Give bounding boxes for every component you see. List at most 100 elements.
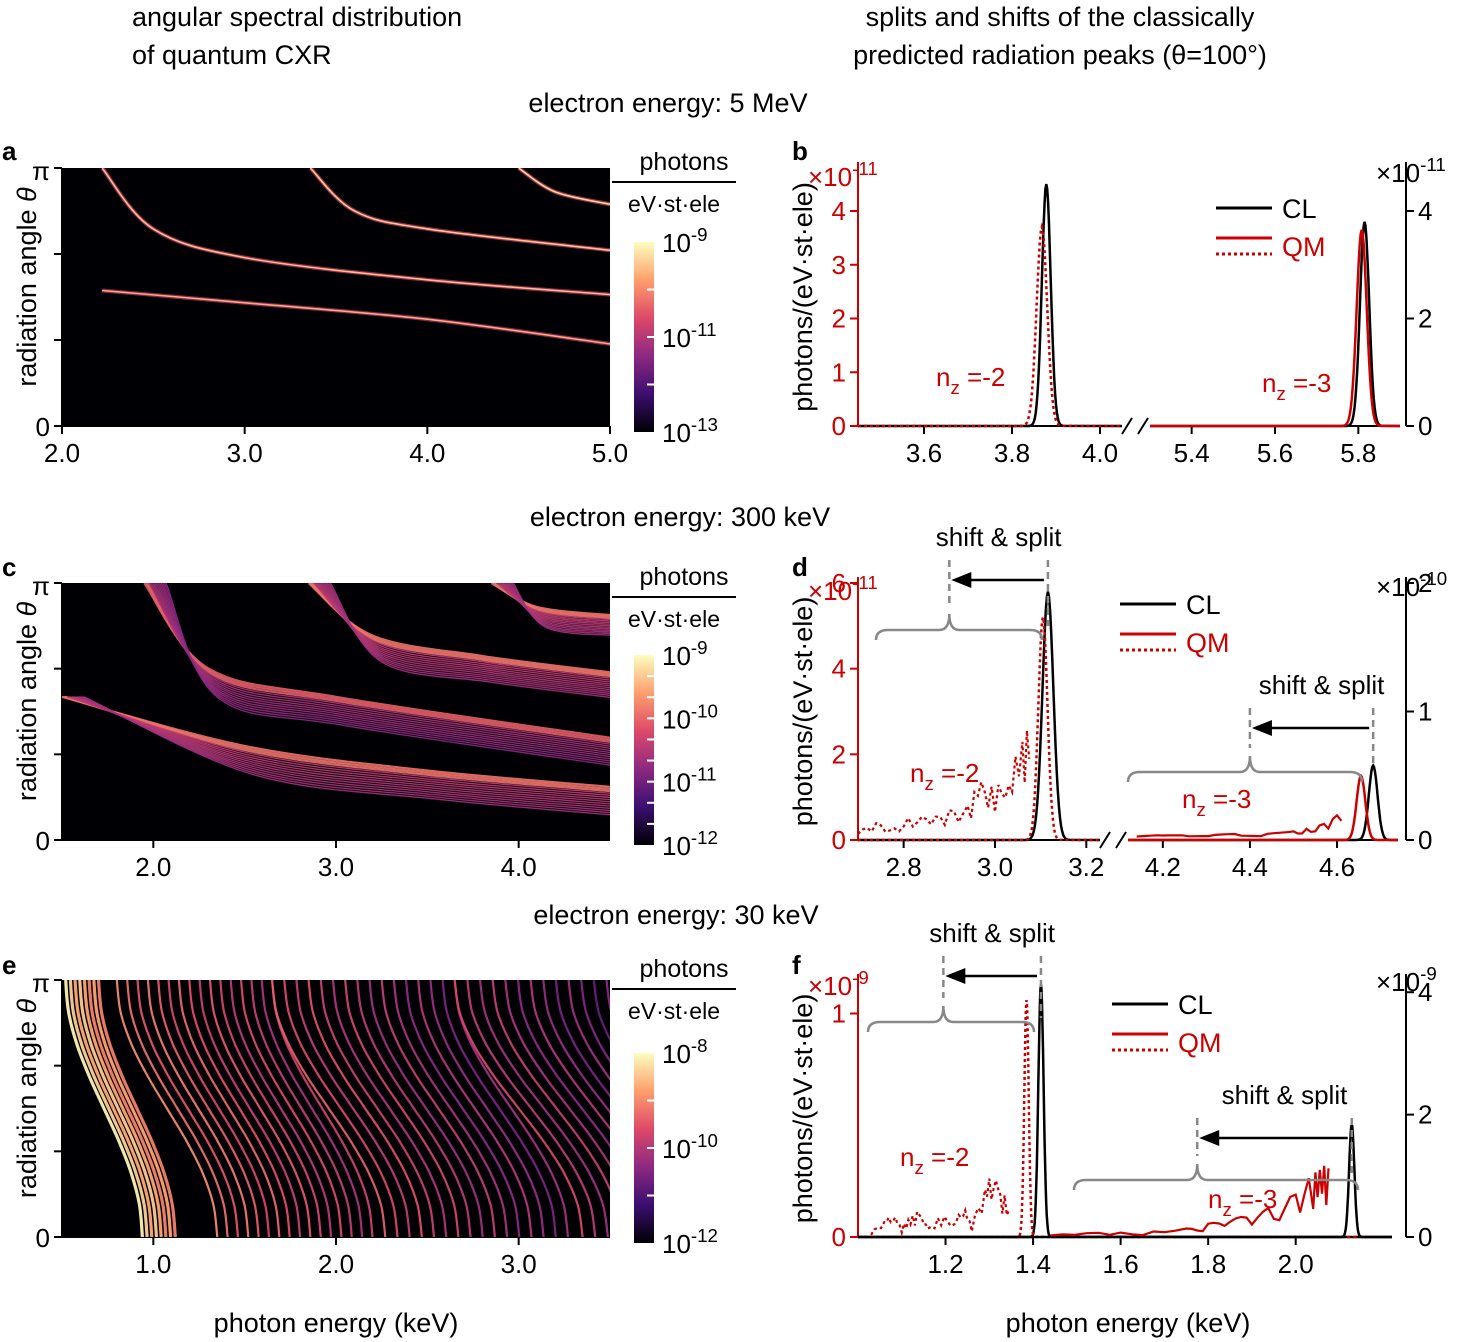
x-tick-label: 3.6 [906,438,942,468]
heatmap-family-line [344,980,460,1237]
colorbar-unit: eV·st·ele [628,998,720,1024]
y-axis-label: photons/(eV·st·ele) [788,597,818,827]
heatmap-family-line [319,980,436,1237]
nz-label: nz =-2 [900,1142,969,1178]
left-y-tick-label: 0 [832,411,846,441]
left-y-tick-label: 2 [832,739,846,769]
qm-noise [857,730,1031,835]
nz-label: nz =-2 [936,362,1005,398]
panel-letter-c: c [2,552,16,582]
x-tick-label: 5.6 [1257,438,1293,468]
heatmap-band-line [329,583,610,699]
right-y-tick-label: 1 [1418,697,1432,727]
heatmap-band-line [165,583,610,766]
left-y-tick-label: 1 [832,999,846,1029]
x-tick-label: 3.0 [318,852,354,882]
legend-cl-label: CL [1186,590,1221,620]
heatmap-a-curves [100,168,610,346]
heatmap-family-line [82,980,163,1237]
heatmap-family-line [554,980,610,1098]
heatmap-family-line [504,980,610,1168]
left-y-tick-label: 3 [832,250,846,280]
right-axis-multiplier: ×10-9 [1376,963,1437,997]
heatmap-family-line [73,980,154,1237]
peak-cl [1128,763,1398,842]
colorbar-tick-label: 10-10 [662,700,718,734]
legend-cl-label: CL [1178,990,1213,1020]
heatmap-c-curves [62,583,610,816]
heatmap-band-line [510,583,610,635]
panel-letter-d: d [792,552,808,582]
x-tick-label: 5.0 [592,438,628,468]
right-y-tick-label: 2 [1418,568,1432,598]
heatmap-family-line [208,980,312,1237]
y-tick-label: 0 [36,826,50,856]
shift-brace [1072,1163,1360,1191]
nz-label: nz =-3 [1182,784,1251,820]
right-y-tick-label: 4 [1418,977,1432,1007]
x-tick-label: 1.8 [1190,1249,1226,1279]
colorbar-tick-label: 10-8 [662,1035,708,1069]
right-y-tick-label: 0 [1418,411,1432,441]
nz-label: nz =-3 [1262,368,1331,404]
heatmap-family-line [567,980,610,1082]
colorbar-title: photons [640,563,729,591]
left-header-line-2: of quantum CXR [132,40,332,70]
heatmap-family-line [331,980,448,1237]
qm-noise [1136,813,1343,838]
heatmap-family-line [188,980,291,1237]
heatmap-family-line [136,980,240,1237]
left-y-tick-label: 6 [832,568,846,598]
x-tick-label: 1.0 [135,1249,171,1279]
heatmap-family-line [126,980,229,1237]
right-header-line-1: splits and shifts of the classically [866,2,1255,32]
left-axis-multiplier: ×10-11 [808,158,878,192]
heatmap-band-line [505,583,610,630]
x-tick-label: 4.2 [1145,852,1181,882]
heatmap-family-line [356,980,472,1237]
heatmap-family-line [64,980,144,1237]
left-y-tick-label: 2 [832,304,846,334]
heatmap-family-line [392,980,509,1237]
x-tick-label: 3.0 [227,438,263,468]
colorbar-tick-label: 10-11 [662,764,717,798]
row1-title: electron energy: 5 MeV [528,88,807,118]
heatmap-family-line [115,980,219,1237]
panel-letter-f: f [792,950,801,980]
legend-qm-label: QM [1178,1028,1222,1058]
axis-break-mark [1099,831,1111,849]
left-axis-multiplier: ×10-9 [808,967,869,1001]
heatmap-a-background [62,168,610,426]
x-tick-label: 2.0 [318,1249,354,1279]
panel-letter-e: e [2,950,16,980]
panel-letter-a: a [2,136,17,166]
shift-brace [1126,755,1364,783]
heatmap-family-line [167,980,271,1237]
heatmap-family-line [580,980,610,1063]
y-axis-label: radiation angle θ [12,602,42,802]
legend-cl-label: CL [1282,194,1317,224]
heatmap-band-line [509,583,610,633]
heatmap-band-line [497,583,610,622]
left-header-line-1: angular spectral distribution [132,2,462,32]
peak-qm-dotted [858,999,1393,1239]
x-tick-label: 4.6 [1319,852,1355,882]
x-tick-label: 4.0 [409,438,445,468]
colorbar-tick-label: 10-12 [662,1225,718,1259]
colorbar-tick-label: 10-9 [662,637,708,671]
left-y-tick-label: 0 [832,825,846,855]
x-tick-label: 2.0 [135,852,171,882]
heatmap-band-line [504,583,610,628]
heatmap-band-line [512,583,610,636]
shift-split-label: shift & split [929,918,1055,948]
right-y-tick-label: 0 [1418,1222,1432,1252]
colorbar-tick-label: 10-13 [662,414,718,448]
x-tick-label: 3.0 [977,852,1013,882]
shift-split-label: shift & split [1259,670,1385,700]
peak-cl [858,591,1101,842]
y-tick-label: π [32,156,50,186]
heatmap-family-line [529,980,610,1131]
heatmap-family-line [92,980,173,1237]
